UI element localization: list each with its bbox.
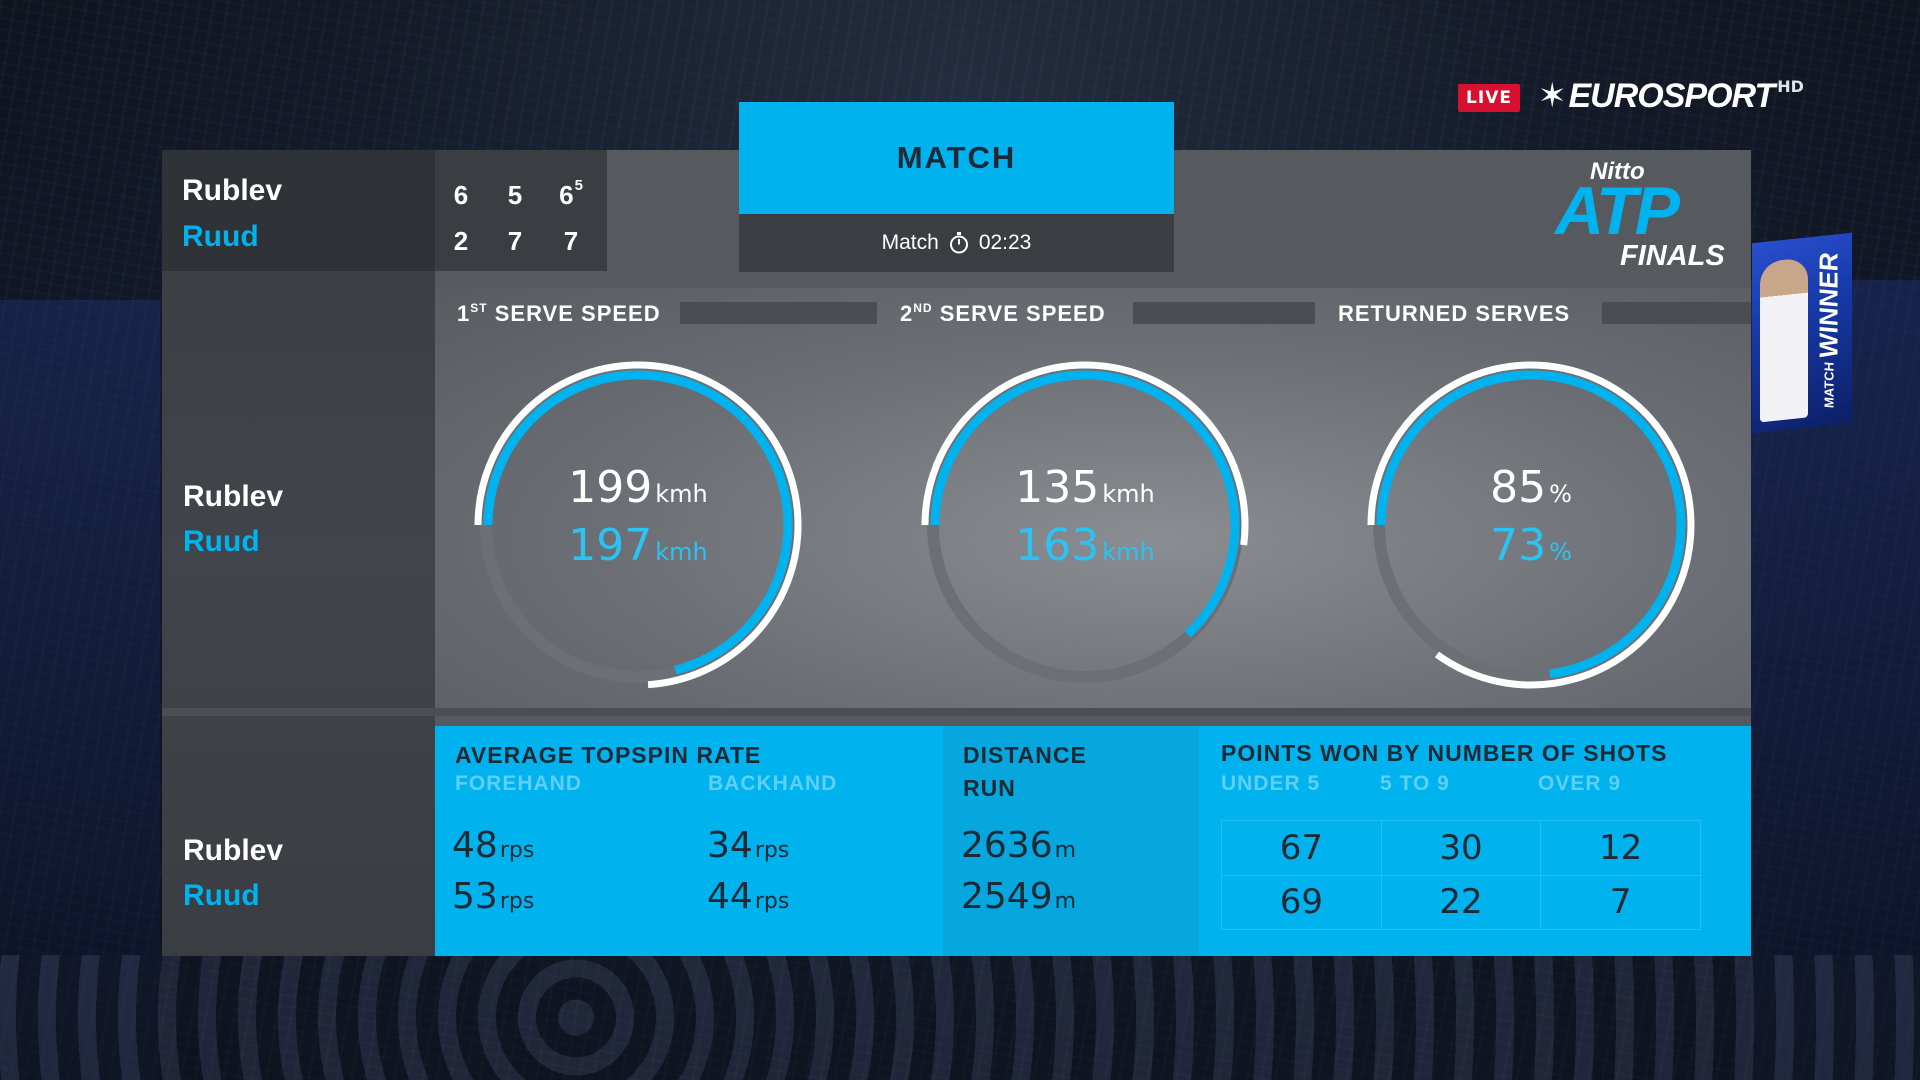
column-under-5: UNDER 5 xyxy=(1221,772,1321,795)
header-bar xyxy=(680,302,877,324)
stats-row-player2-name: Ruud xyxy=(183,879,260,912)
set1-score-player1: 6 xyxy=(453,180,469,210)
table-cell: 67 xyxy=(1221,820,1382,876)
scoreboard-sets xyxy=(435,150,607,271)
distance-run-block xyxy=(943,726,1199,956)
distance-value-player2: 2549m xyxy=(961,876,1077,917)
set1-score-player2: 2 xyxy=(453,226,469,256)
eurosport-star-icon: ✶ xyxy=(1538,76,1567,116)
column-over-9: OVER 9 xyxy=(1538,772,1622,795)
serve-row-player1-name: Rublev xyxy=(183,480,284,513)
header-bar xyxy=(1602,302,1751,324)
player-name-column xyxy=(162,150,435,956)
forehand-label: FOREHAND xyxy=(455,772,582,795)
gauge-value-player2: 197 kmh xyxy=(568,520,708,571)
gauge-value-player1: 85% xyxy=(1490,462,1572,513)
first-serve-speed-header: 1 ST SERVE SPEED xyxy=(457,301,661,326)
gauge-area xyxy=(435,288,1751,708)
points-by-shots-table: 67 30 12 69 22 7 xyxy=(1221,820,1701,930)
table-cell: 12 xyxy=(1540,820,1701,876)
gauge-rings xyxy=(474,361,802,689)
eurosport-logo: ✶ EUROSPORT HD xyxy=(1538,76,1804,116)
scoreboard: Rublev Ruud 6 5 65 2 7 7 xyxy=(162,150,607,271)
returned-serves-header: RETURNED SERVES xyxy=(1338,301,1571,326)
first-serve-gauge: 199 kmh 197 kmh xyxy=(463,350,813,700)
distance-header-line1: DISTANCE xyxy=(963,742,1087,768)
backhand-label: BACKHAND xyxy=(708,772,838,795)
gauge-value-player1: 199 kmh xyxy=(568,462,708,513)
table-cell: 30 xyxy=(1380,820,1542,876)
match-duration-value: 02:23 xyxy=(978,231,1032,254)
table-cell: 69 xyxy=(1221,874,1382,930)
set3-score-player1: 65 xyxy=(559,177,583,210)
live-badge: LIVE xyxy=(1458,84,1520,112)
points-by-shots-header: POINTS WON BY NUMBER OF SHOTS xyxy=(1221,740,1668,766)
gauge-arc-player1 xyxy=(921,361,1249,546)
logo-atp: ATP xyxy=(1555,173,1680,249)
backhand-value-player2: 44rps xyxy=(707,876,790,917)
eurosport-hd: HD xyxy=(1777,77,1804,96)
topspin-header: AVERAGE TOPSPIN RATE xyxy=(455,742,762,768)
gauge-arc-player1 xyxy=(1367,361,1695,689)
arena-video-screen: MATCH WINNER xyxy=(1752,232,1852,434)
match-duration-bar: Match 02:23 xyxy=(739,214,1174,272)
player-photo xyxy=(1760,257,1808,423)
table-row: 67 30 12 xyxy=(1221,820,1701,876)
gauge-arc-player2 xyxy=(1376,370,1686,679)
second-serve-gauge: 135 kmh 163 kmh xyxy=(910,350,1260,700)
crowd-foreground xyxy=(0,955,1920,1080)
forehand-value-player1: 48rps xyxy=(452,825,535,866)
distance-value-player1: 2636m xyxy=(961,825,1077,866)
gauge-arc-player2 xyxy=(930,370,1240,638)
scoreboard-player1-name: Rublev xyxy=(182,174,283,207)
logo-finals: FINALS xyxy=(1620,240,1725,272)
column-5-to-9: 5 TO 9 xyxy=(1380,772,1450,795)
atp-finals-logo: Nitto ATP FINALS xyxy=(1535,158,1745,278)
set2-score-player2: 7 xyxy=(507,226,523,256)
stats-panel: Rublev Ruud 6 5 65 2 7 7 Rublev Ruud Rub… xyxy=(162,150,1751,956)
table-cell: 7 xyxy=(1540,874,1701,930)
scoreboard-player2-name: Ruud xyxy=(182,220,259,253)
arena-screen-text: MATCH WINNER xyxy=(1813,250,1844,409)
gauge-rings xyxy=(1367,361,1695,689)
stopwatch-icon xyxy=(949,232,968,254)
row-divider xyxy=(162,708,1751,716)
match-duration-label: Match xyxy=(881,231,939,254)
header-bar xyxy=(1133,302,1315,324)
gauge-value-player2: 163 kmh xyxy=(1015,520,1155,571)
second-serve-speed-header: 2 ND SERVE SPEED xyxy=(900,301,1106,326)
gauge-value-player1: 135 kmh xyxy=(1015,462,1155,513)
table-row: 69 22 7 xyxy=(1221,874,1701,930)
match-tab[interactable]: MATCH xyxy=(739,102,1174,214)
table-cell: 22 xyxy=(1380,874,1542,930)
set3-score-player2: 7 xyxy=(563,226,579,256)
gauge-value-player2: 73% xyxy=(1490,520,1572,571)
gauge-arc-player1 xyxy=(474,361,802,689)
eurosport-brand: EUROSPORT xyxy=(1568,77,1776,115)
gauge-arc-player2 xyxy=(483,370,793,675)
serve-row-player2-name: Ruud xyxy=(183,525,260,558)
logo-sponsor: Nitto xyxy=(1590,158,1645,185)
forehand-value-player2: 53rps xyxy=(452,876,535,917)
tiebreak-score: 5 xyxy=(574,177,583,195)
returned-serves-gauge: 85% 73% xyxy=(1356,350,1706,700)
backhand-value-player1: 34rps xyxy=(707,825,790,866)
crowd-stand-left xyxy=(0,300,160,1080)
stats-row-player1-name: Rublev xyxy=(183,834,284,867)
gauge-rings xyxy=(921,361,1249,683)
set2-score-player1: 5 xyxy=(507,180,523,210)
distance-header-line2: RUN xyxy=(963,775,1016,801)
